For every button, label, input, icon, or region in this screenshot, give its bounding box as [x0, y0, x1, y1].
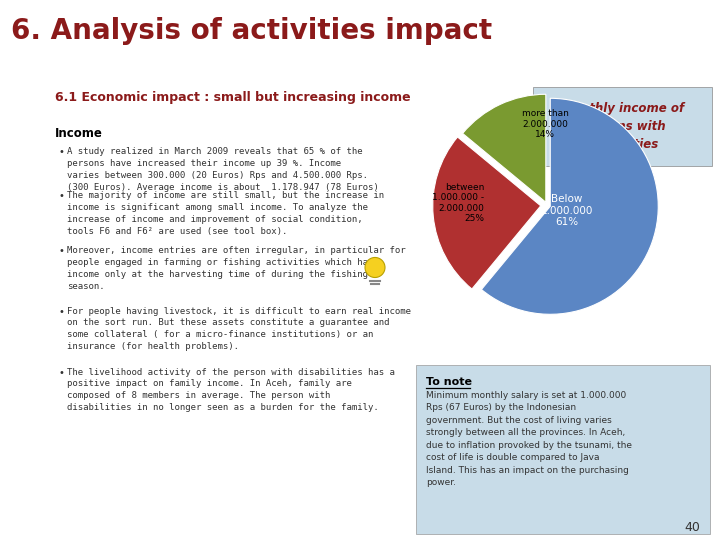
Text: •: • [58, 147, 64, 157]
FancyBboxPatch shape [416, 364, 710, 534]
Text: 6. Analysis of activities impact: 6. Analysis of activities impact [11, 17, 492, 45]
Text: •: • [58, 191, 64, 201]
Text: •: • [58, 307, 64, 316]
Text: The majority of income are still small, but the increase in
income is significan: The majority of income are still small, … [67, 191, 384, 236]
Text: Below
1.000.000
61%: Below 1.000.000 61% [541, 194, 593, 227]
Circle shape [365, 258, 385, 278]
Text: between
1.000.000 -
2.000.000
25%: between 1.000.000 - 2.000.000 25% [433, 183, 485, 223]
Text: •: • [58, 368, 64, 377]
FancyBboxPatch shape [533, 87, 712, 166]
Text: Moreover, income entries are often irregular, in particular for
people engaged i: Moreover, income entries are often irreg… [67, 246, 405, 291]
Text: 40: 40 [684, 521, 700, 534]
Text: Income: Income [55, 127, 103, 140]
Text: •: • [58, 246, 64, 256]
Text: A study realized in March 2009 reveals that 65 % of the
persons have increased t: A study realized in March 2009 reveals t… [67, 147, 379, 192]
Wedge shape [482, 98, 658, 314]
Text: For people having livestock, it is difficult to earn real income
on the sort run: For people having livestock, it is diffi… [67, 307, 411, 351]
Wedge shape [463, 94, 546, 202]
Text: To note: To note [426, 377, 472, 387]
Wedge shape [433, 137, 541, 289]
Text: Minimum monthly salary is set at 1.000.000
Rps (67 Euros) by the Indonesian
gove: Minimum monthly salary is set at 1.000.0… [426, 391, 632, 487]
Text: Monthly income of
persons with
disabilities: Monthly income of persons with disabilit… [561, 102, 684, 151]
Text: The livelihood activity of the person with disabilities has a
positive impact on: The livelihood activity of the person wi… [67, 368, 395, 412]
Text: more than
2.000.000
14%: more than 2.000.000 14% [521, 109, 569, 139]
Text: 6.1 Economic impact : small but increasing income: 6.1 Economic impact : small but increasi… [55, 91, 410, 104]
